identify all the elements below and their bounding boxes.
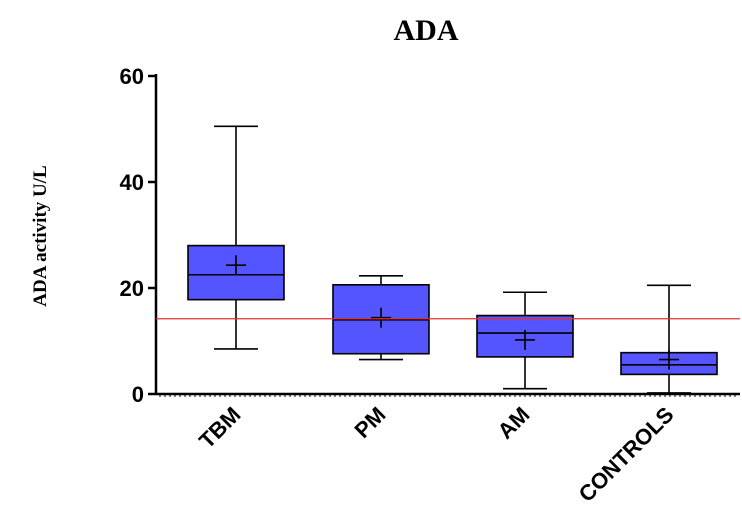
x-tick-label: PM (350, 402, 391, 443)
y-tick-label: 20 (120, 276, 144, 301)
y-tick-label: 40 (120, 170, 144, 195)
x-tick-label: TBM (194, 402, 245, 453)
x-tick-label: AM (493, 402, 535, 444)
y-axis-label: ADA activity U/L (30, 165, 51, 306)
x-tick-label: CONTROLS (574, 402, 679, 507)
box-am (476, 314, 574, 358)
plot-area: 0 20 40 60 TBM PM AM CONTROLS (120, 64, 740, 507)
chart-title: ADA (394, 14, 459, 47)
y-tick-label: 0 (132, 382, 144, 407)
y-tick-label: 60 (120, 64, 144, 89)
